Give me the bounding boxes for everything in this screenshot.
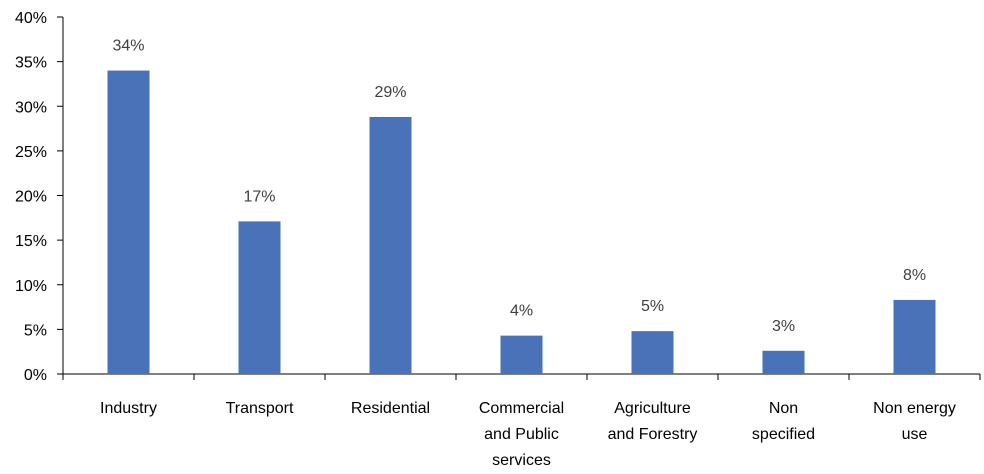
x-category-label: Commercial (479, 400, 564, 417)
x-category-label: Agriculture (614, 400, 691, 417)
x-category-label: Non energy (873, 400, 956, 417)
data-label: 4% (510, 303, 533, 320)
x-category-label: specified (752, 426, 815, 443)
bar (369, 116, 412, 375)
chart-axes: 0% 5% 10% 15% 20% 25% 30% 35% 40% (15, 10, 981, 384)
chart-labels: 34% Industry 17% Transport 29% Residential 4% C… (100, 38, 956, 469)
y-tick-label: 15% (15, 233, 47, 250)
y-tick-label: 40% (15, 10, 47, 27)
bar (500, 335, 543, 374)
bar (893, 299, 936, 374)
x-category-label: and Forestry (608, 426, 698, 443)
y-tick-label: 0% (24, 367, 47, 384)
y-tick-label: 5% (24, 322, 47, 339)
y-tick-label: 25% (15, 144, 47, 161)
x-category-label: Transport (226, 400, 294, 417)
x-category-label: Non (769, 400, 798, 417)
chart-bars (107, 70, 936, 375)
data-label: 34% (112, 38, 144, 55)
data-label: 29% (374, 84, 406, 101)
y-tick-label: 35% (15, 55, 47, 72)
data-label: 5% (641, 298, 664, 315)
x-category-label: Industry (100, 400, 157, 417)
x-category-label: Residential (351, 400, 430, 417)
bar (631, 331, 674, 374)
y-tick-label: 30% (15, 99, 47, 116)
bar (762, 350, 805, 374)
y-tick-label: 20% (15, 189, 47, 206)
x-category-label: services (492, 452, 551, 469)
data-label: 8% (903, 267, 926, 284)
y-tick-label: 10% (15, 278, 47, 295)
bar (238, 221, 281, 374)
x-category-label: use (902, 426, 928, 443)
data-label: 17% (243, 188, 275, 205)
x-category-label: and Public (484, 426, 559, 443)
bar (107, 70, 150, 375)
data-label: 3% (772, 318, 795, 335)
